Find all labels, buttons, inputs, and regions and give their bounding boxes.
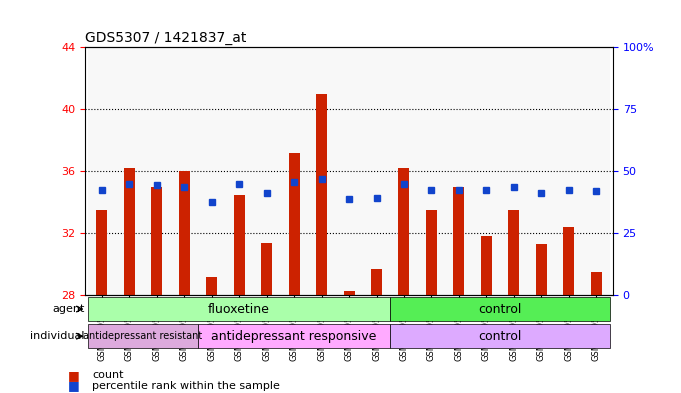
Bar — [398, 168, 409, 296]
FancyBboxPatch shape — [390, 297, 610, 321]
Bar — [363, 47, 390, 296]
Bar — [88, 47, 115, 296]
Bar — [390, 47, 417, 296]
Bar — [509, 210, 520, 296]
Bar — [343, 291, 355, 296]
Text: antidepressant responsive: antidepressant responsive — [211, 330, 377, 343]
Text: individual: individual — [30, 331, 84, 341]
Bar — [555, 47, 583, 296]
Text: ■: ■ — [68, 369, 80, 382]
Bar — [308, 47, 335, 296]
FancyBboxPatch shape — [197, 324, 390, 349]
FancyBboxPatch shape — [88, 324, 197, 349]
Bar — [445, 47, 473, 296]
Bar — [151, 187, 162, 296]
Bar — [583, 47, 610, 296]
Bar — [536, 244, 547, 296]
Text: count: count — [92, 370, 123, 380]
Bar — [563, 227, 574, 296]
Text: fluoxetine: fluoxetine — [208, 303, 270, 316]
Bar — [528, 47, 555, 296]
Bar — [481, 237, 492, 296]
Bar — [206, 277, 217, 296]
Text: ■: ■ — [68, 379, 80, 393]
Text: percentile rank within the sample: percentile rank within the sample — [92, 381, 280, 391]
Text: control: control — [479, 330, 522, 343]
Bar — [281, 47, 308, 296]
Bar — [115, 47, 143, 296]
Bar — [316, 94, 327, 296]
Bar — [261, 243, 272, 296]
Bar — [178, 171, 189, 296]
Bar — [289, 153, 300, 296]
Bar — [96, 210, 107, 296]
Bar — [501, 47, 528, 296]
Bar — [454, 187, 464, 296]
Bar — [143, 47, 170, 296]
Text: agent: agent — [52, 304, 84, 314]
Bar — [197, 47, 225, 296]
Bar — [417, 47, 445, 296]
Text: control: control — [479, 303, 522, 316]
Bar — [234, 195, 244, 296]
Text: GDS5307 / 1421837_at: GDS5307 / 1421837_at — [85, 31, 247, 45]
Bar — [371, 269, 382, 296]
Bar — [335, 47, 363, 296]
Bar — [225, 47, 253, 296]
Bar — [591, 272, 602, 296]
Bar — [253, 47, 281, 296]
Bar — [473, 47, 501, 296]
Bar — [124, 168, 135, 296]
Text: antidepressant resistant: antidepressant resistant — [83, 331, 202, 341]
Bar — [426, 210, 437, 296]
FancyBboxPatch shape — [88, 297, 390, 321]
FancyBboxPatch shape — [390, 324, 610, 349]
Bar — [170, 47, 197, 296]
